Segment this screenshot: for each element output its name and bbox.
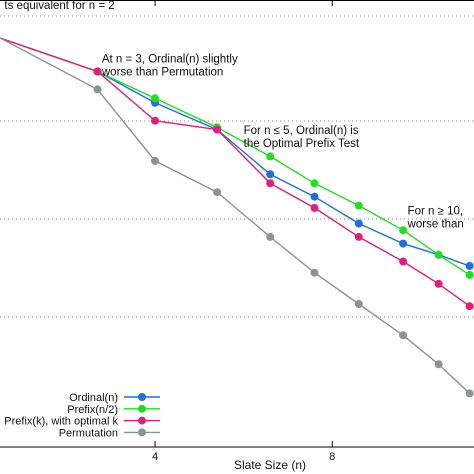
data-point bbox=[434, 250, 443, 259]
annotation: ts equivalent for n = 2 bbox=[4, 0, 114, 12]
data-point bbox=[310, 179, 319, 188]
data-point bbox=[434, 279, 443, 288]
data-point bbox=[465, 270, 474, 279]
data-point bbox=[266, 179, 275, 188]
series-prefix-n-2- bbox=[0, 37, 474, 279]
x-axis-label: Slate Size (n) bbox=[234, 458, 306, 472]
data-point bbox=[399, 257, 408, 266]
data-point bbox=[434, 360, 443, 369]
data-point bbox=[151, 156, 159, 165]
series-line bbox=[0, 37, 470, 267]
annotation-line: worse than bbox=[407, 219, 464, 231]
x-tick-label: 8 bbox=[329, 451, 335, 463]
legend-marker bbox=[138, 428, 146, 437]
series-prefix-k-with-optimal-k bbox=[0, 37, 474, 311]
annotation-line: ts equivalent for n = 2 bbox=[4, 0, 114, 12]
legend-label: Prefix(n/2) bbox=[67, 404, 118, 416]
data-point bbox=[354, 232, 363, 241]
annotation-line: For n ≥ 10, bbox=[408, 206, 464, 218]
annotation-line: worse than Permutation bbox=[101, 67, 223, 79]
data-point bbox=[465, 302, 474, 311]
series-line bbox=[0, 37, 470, 276]
data-point bbox=[93, 85, 102, 94]
legend-label: Ordinal(n) bbox=[69, 392, 118, 404]
data-point bbox=[465, 262, 474, 270]
annotation: At n = 3, Ordinal(n) slightly worse than … bbox=[101, 54, 238, 79]
legend: Ordinal(n)Prefix(n/2)Prefix(k), with opt… bbox=[4, 392, 160, 439]
data-point bbox=[213, 125, 222, 134]
legend-marker bbox=[138, 416, 146, 425]
data-point bbox=[266, 152, 275, 161]
x-tick-label: 4 bbox=[152, 451, 158, 463]
series-line bbox=[0, 37, 471, 394]
annotation-line: the Optimal Prefix Test bbox=[244, 138, 360, 150]
series-ordinal-n- bbox=[0, 37, 474, 270]
legend-marker bbox=[138, 393, 146, 401]
annotation: For n ≤ 5, Ordinal(n) is the Optimal Pref… bbox=[244, 125, 360, 150]
data-point bbox=[310, 203, 319, 212]
legend-marker bbox=[138, 404, 146, 413]
data-point bbox=[310, 268, 319, 277]
data-point bbox=[151, 116, 159, 125]
data-point bbox=[399, 239, 408, 248]
annotation: For n ≥ 10, worse than bbox=[407, 206, 464, 231]
annotations: ts equivalent for n = 2 At n = 3, Ordinal… bbox=[4, 0, 463, 231]
data-point bbox=[354, 201, 363, 210]
data-point bbox=[310, 192, 319, 201]
legend-label: Permutation bbox=[59, 427, 118, 439]
data-point bbox=[151, 94, 159, 103]
series-line bbox=[0, 37, 471, 307]
data-point bbox=[354, 219, 363, 228]
data-point bbox=[93, 67, 102, 76]
annotation-line: At n = 3, Ordinal(n) slightly bbox=[102, 54, 238, 66]
data-point bbox=[399, 331, 408, 340]
data-point bbox=[399, 226, 408, 235]
data-point bbox=[266, 170, 275, 179]
annotation-line: For n ≤ 5, Ordinal(n) is bbox=[244, 125, 359, 137]
data-point bbox=[266, 232, 275, 241]
data-point bbox=[354, 300, 363, 308]
data-point bbox=[213, 188, 222, 197]
legend-label: Prefix(k), with optimal k bbox=[4, 416, 118, 428]
series-lines bbox=[0, 37, 474, 398]
data-point bbox=[465, 389, 474, 398]
series-permutation bbox=[0, 37, 474, 398]
